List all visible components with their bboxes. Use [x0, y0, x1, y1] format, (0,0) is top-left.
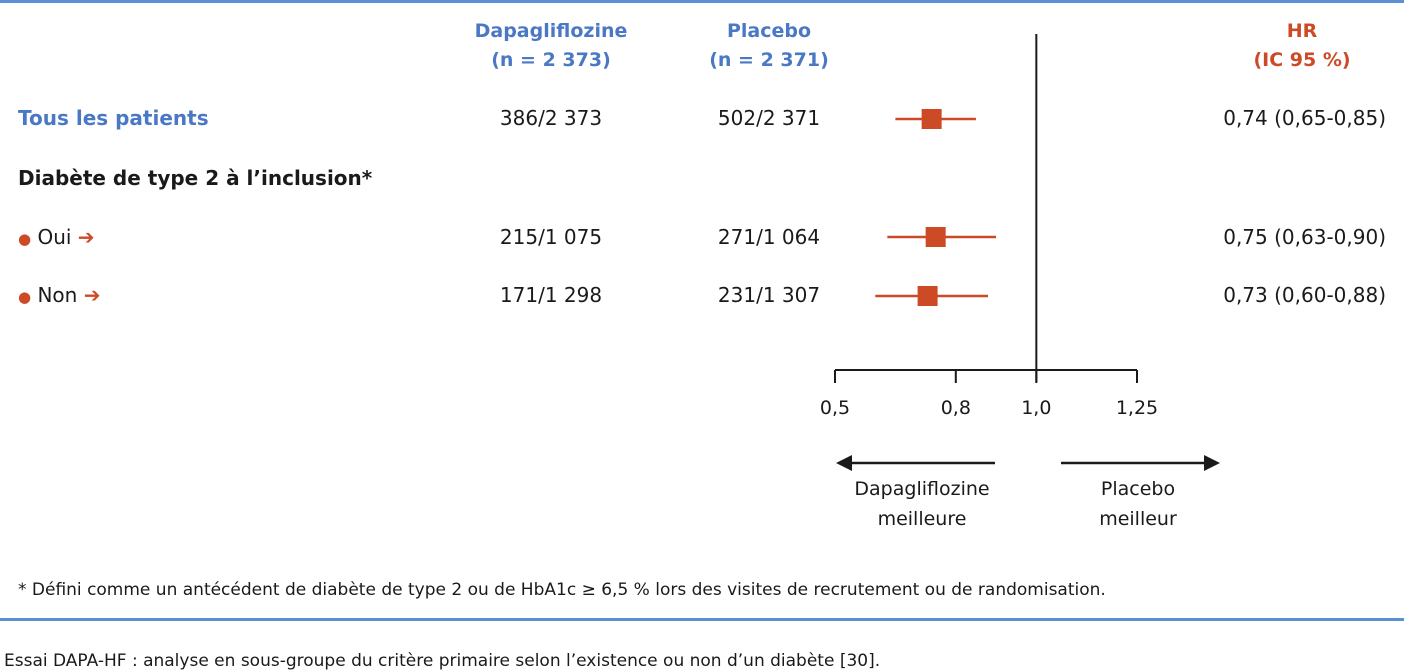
row-label-diabetes: Diabète de type 2 à l’inclusion*	[18, 166, 373, 190]
arrow-right-icon: ➔	[83, 283, 101, 307]
bullet-icon: ●	[18, 288, 32, 306]
header-dapagliflozine: Dapagliflozine (n = 2 373)	[451, 17, 651, 75]
arrow-right-head	[1204, 455, 1220, 471]
x-tick-label: 0,5	[820, 397, 850, 419]
header-placebo-name: Placebo	[726, 20, 812, 42]
x-tick-label: 1,0	[1021, 397, 1051, 419]
hr-point	[917, 286, 938, 306]
direction-left-line2: meilleure	[877, 508, 967, 530]
hr-point	[925, 227, 946, 247]
header-dapagliflozine-n: (n = 2 373)	[491, 49, 611, 71]
header-hr-ci: (IC 95 %)	[1253, 49, 1351, 71]
row-all-placebo: 502/2 371	[717, 106, 821, 130]
row-non-placebo: 231/1 307	[717, 283, 821, 307]
row-oui-placebo: 271/1 064	[717, 225, 821, 249]
row-label-all-patients: Tous les patients	[18, 106, 209, 130]
row-label-oui: ● Oui ➔	[18, 225, 95, 249]
row-non-dapa: 171/1 298	[499, 283, 603, 307]
direction-left-label: Dapagliflozine meilleure	[822, 474, 1022, 534]
direction-right-line2: meilleur	[1099, 508, 1177, 530]
header-hr: HR (IC 95 %)	[1202, 17, 1402, 75]
direction-left-line1: Dapagliflozine	[854, 478, 990, 500]
x-tick-label: 1,25	[1116, 397, 1158, 419]
row-non-hr: 0,73 (0,60-0,88)	[1223, 283, 1386, 307]
row-label-non-text: Non	[37, 283, 78, 307]
direction-right-label: Placebo meilleur	[1058, 474, 1218, 534]
direction-right-line1: Placebo	[1100, 478, 1176, 500]
row-oui-hr: 0,75 (0,63-0,90)	[1223, 225, 1386, 249]
header-placebo-n: (n = 2 371)	[709, 49, 829, 71]
header-dapagliflozine-name: Dapagliflozine	[474, 20, 628, 42]
arrow-right-icon: ➔	[77, 225, 95, 249]
footnote: * Défini comme un antécédent de diabète …	[18, 580, 1106, 600]
bottom-rule	[0, 618, 1404, 621]
header-placebo: Placebo (n = 2 371)	[669, 17, 869, 75]
row-label-non: ● Non ➔	[18, 283, 100, 307]
arrow-left-head	[836, 455, 852, 471]
row-all-hr: 0,74 (0,65-0,85)	[1223, 106, 1386, 130]
bullet-icon: ●	[18, 230, 32, 248]
hr-point	[921, 109, 942, 129]
row-label-oui-text: Oui	[37, 225, 72, 249]
caption: Essai DAPA-HF : analyse en sous-groupe d…	[4, 651, 881, 671]
x-tick-label: 0,8	[941, 397, 971, 419]
top-rule	[0, 0, 1404, 3]
row-all-dapa: 386/2 373	[499, 106, 603, 130]
header-hr-name: HR	[1286, 20, 1318, 42]
row-oui-dapa: 215/1 075	[499, 225, 603, 249]
